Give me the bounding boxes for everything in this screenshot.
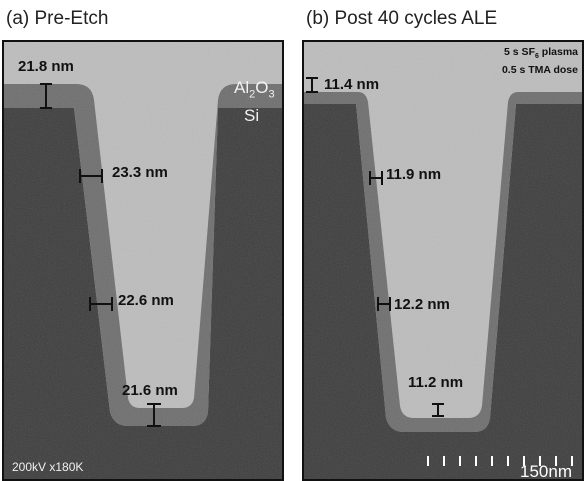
material-label-si: Si — [244, 106, 260, 125]
panel-a-measure-bars — [40, 83, 161, 427]
panel-a-measure-lower-wall: 22.6 nm — [118, 292, 174, 309]
panel-b-measure-upper-wall: 11.9 nm — [386, 166, 442, 183]
panel-a-measure-upper-wall: 23.3 nm — [112, 164, 168, 181]
panel-b-title: (b) Post 40 cycles ALE — [306, 8, 498, 29]
panel-a-title: (a) Pre-Etch — [6, 8, 109, 29]
panel-b-measure-bars — [306, 77, 444, 417]
process-note-plasma: 5 s SF6 plasma — [504, 46, 578, 61]
panel-b-micrograph: 11.4 nm 11.9 nm 12.2 nm 11.2 nm 5 s SF6 … — [302, 40, 584, 481]
panel-a-measure-bottom: 21.6 nm — [122, 382, 178, 399]
process-note-tma: 0.5 s TMA dose — [501, 64, 578, 76]
panel-a-instrument-info: 200kV x180K — [12, 460, 84, 474]
panel-a-measure-top: 21.8 nm — [18, 58, 74, 75]
panel-a-image — [4, 42, 282, 479]
material-label-al2o3: Al2O3 — [234, 78, 275, 101]
panel-b-image — [304, 42, 582, 479]
panel-b-measure-bottom: 11.2 nm — [408, 374, 464, 391]
scale-bar-label: 150nm — [520, 462, 572, 481]
panel-a-micrograph: 21.8 nm 23.3 nm 22.6 nm 21.6 nm Al2O3 Si… — [2, 40, 284, 481]
panel-b-measure-lower-wall: 12.2 nm — [394, 296, 450, 313]
panel-b-measure-top: 11.4 nm — [324, 76, 380, 93]
